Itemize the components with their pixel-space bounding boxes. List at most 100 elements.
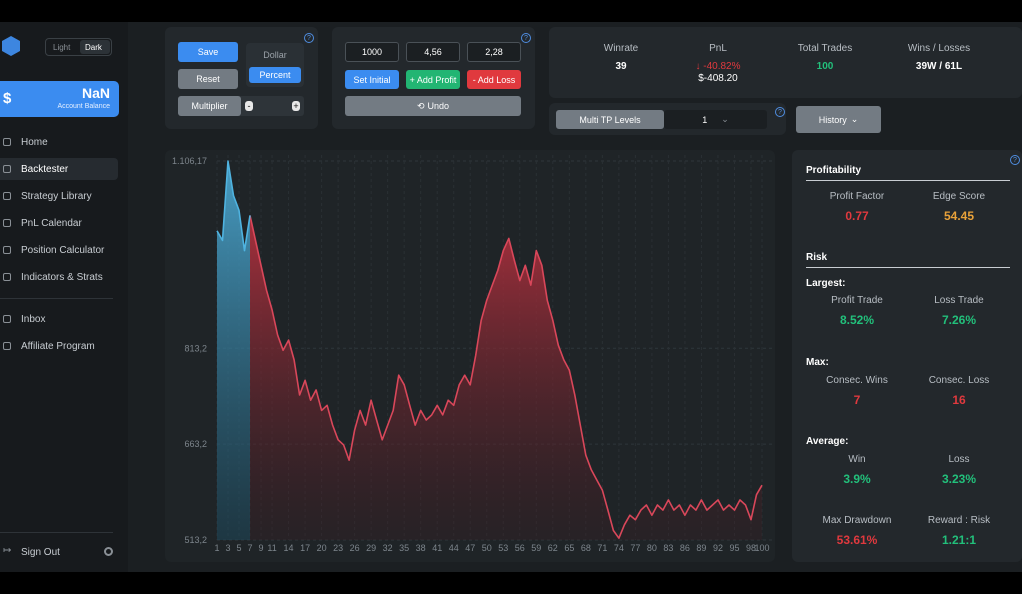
- dark[interactable]: Dark: [80, 40, 110, 54]
- history-button[interactable]: History ⌄: [796, 106, 881, 133]
- nav-label[interactable]: Strategy Library: [21, 190, 92, 202]
- control-panel: Save Reset Dollar Percent Multiplier - +…: [165, 27, 318, 129]
- x-tick-label: 86: [680, 543, 690, 553]
- x-tick-label: 1: [214, 543, 219, 553]
- settings[interactable]: [104, 547, 113, 556]
- multi-tp-panel: Multi TP Levels 1 ⌄ ?: [549, 103, 786, 135]
- metric-value: 3.23%: [941, 472, 977, 486]
- nav-label[interactable]: Inbox: [21, 313, 46, 325]
- initial-input[interactable]: 1000: [345, 42, 399, 62]
- stat-label: Wins / Losses: [907, 43, 971, 54]
- add-profit-button[interactable]: + Add Profit: [406, 70, 460, 89]
- x-tick-label: 47: [465, 543, 475, 553]
- percent-button[interactable]: Percent: [249, 67, 301, 83]
- nav-icon: [3, 273, 11, 281]
- metric-label: Win: [848, 454, 866, 465]
- nav-label[interactable]: PnL Calendar: [21, 217, 82, 229]
- x-tick-label: 5: [237, 543, 242, 553]
- metric-value: 8.52%: [839, 313, 875, 327]
- y-tick-label: 813,2: [184, 343, 207, 353]
- x-tick-label: 7: [248, 543, 253, 553]
- x-tick-label: 35: [399, 543, 409, 553]
- section-title: Average:: [806, 436, 849, 447]
- pnl-percent-row: ↓ -40.82%: [695, 61, 741, 72]
- divider: [806, 267, 1010, 268]
- nav-label[interactable]: Position Calculator: [21, 244, 105, 256]
- x-tick-label: 3: [226, 543, 231, 553]
- nav-item[interactable]: Position Calculator: [0, 239, 118, 261]
- add-loss-button[interactable]: - Add Loss: [467, 70, 521, 89]
- nav-icon: [3, 246, 11, 254]
- nav-icon: [3, 342, 11, 350]
- dollar-button[interactable]: Dollar: [263, 50, 287, 60]
- x-tick-label: 74: [614, 543, 624, 553]
- decrement[interactable]: -: [245, 101, 253, 111]
- set-initial-button[interactable]: Set Initial: [345, 70, 399, 89]
- stats-panel: Winrate 39 PnL ↓ -40.82% $-408.20 Total …: [549, 27, 1022, 98]
- nav-item[interactable]: Affiliate Program: [0, 335, 118, 357]
- x-tick-label: 17: [300, 543, 310, 553]
- stat-label: PnL: [709, 43, 727, 54]
- nav-item[interactable]: Backtester: [0, 158, 118, 180]
- area-fill: [250, 215, 762, 540]
- x-tick-label: 11: [267, 543, 276, 553]
- metric-value: 3.9%: [843, 472, 871, 486]
- x-tick-label: 100: [754, 543, 769, 553]
- x-tick-label: 77: [630, 543, 640, 553]
- balance: NaN: [81, 85, 110, 101]
- trade-panel: 1000 4,56 2,28 Set Initial + Add Profit …: [332, 27, 535, 129]
- increment[interactable]: +: [292, 101, 300, 111]
- sign-out[interactable]: ↦ Sign Out: [3, 545, 60, 558]
- help[interactable]: ?: [1010, 155, 1020, 165]
- metric-label: Loss: [948, 454, 970, 465]
- theme-toggle[interactable]: Light Dark: [45, 38, 112, 56]
- x-tick-label: 29: [366, 543, 376, 553]
- stat-label: Total Trades: [797, 43, 853, 54]
- reset-button[interactable]: Reset: [178, 69, 238, 89]
- metric-value: 7.26%: [941, 313, 977, 327]
- x-tick-label: 53: [498, 543, 508, 553]
- x-tick-label: 32: [383, 543, 393, 553]
- x-tick-label: 44: [449, 543, 459, 553]
- multi-tp-select[interactable]: 1 ⌄: [664, 110, 767, 129]
- x-tick-label: 83: [663, 543, 673, 553]
- metric-value: 0.77: [845, 209, 869, 223]
- metric-label: Profit Factor: [829, 191, 885, 202]
- loss-input[interactable]: 2,28: [467, 42, 521, 62]
- nav-label[interactable]: Indicators & Strats: [21, 271, 103, 283]
- x-tick-label: 92: [713, 543, 723, 553]
- x-tick-label: 59: [531, 543, 541, 553]
- nav-item[interactable]: Home: [0, 131, 118, 153]
- x-tick-label: 62: [548, 543, 558, 553]
- profit-input[interactable]: 4,56: [406, 42, 460, 62]
- multiplier-label: Multiplier: [178, 96, 241, 116]
- section-title: Largest:: [806, 278, 846, 289]
- nav-item[interactable]: Strategy Library: [0, 185, 118, 207]
- help[interactable]: ?: [521, 33, 531, 43]
- nav-item[interactable]: Indicators & Strats: [0, 266, 118, 288]
- metric-value: 54.45: [943, 209, 975, 223]
- nav-icon: [3, 138, 11, 146]
- x-tick-label: 95: [729, 543, 739, 553]
- metric-value: 53.61%: [836, 533, 878, 547]
- undo-button[interactable]: ⟲ Undo: [345, 96, 521, 116]
- nav-label[interactable]: Home: [21, 136, 48, 148]
- nav-icon: [3, 315, 11, 323]
- help[interactable]: ?: [304, 33, 314, 43]
- y-tick-label: 1.106,17: [172, 156, 207, 166]
- metric-label: Loss Trade: [934, 295, 984, 306]
- nav-label[interactable]: Affiliate Program: [21, 340, 95, 352]
- x-tick-label: 9: [259, 543, 264, 553]
- nav-icon: [3, 192, 11, 200]
- nav-item[interactable]: Inbox: [0, 308, 118, 330]
- save-button[interactable]: Save: [178, 42, 238, 62]
- chart-panel: 513,2 663,2 813,2 1.106,17 1 3 5 7 9 11 14 17 20 23 26…: [165, 150, 775, 562]
- divider: [0, 298, 113, 299]
- help[interactable]: ?: [775, 107, 785, 117]
- nav-item[interactable]: PnL Calendar: [0, 212, 118, 234]
- x-tick-label: 98: [746, 543, 756, 553]
- nav-label[interactable]: Backtester: [21, 163, 69, 175]
- metric-label: Edge Score: [932, 191, 986, 202]
- light[interactable]: Light: [53, 43, 71, 52]
- stat-label: Winrate: [603, 43, 639, 54]
